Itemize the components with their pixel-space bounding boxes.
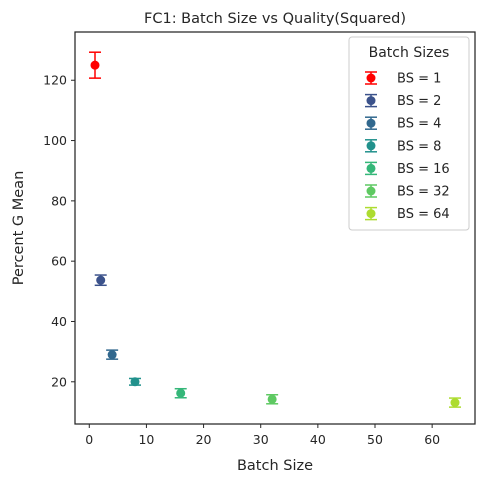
data-point bbox=[450, 398, 460, 408]
x-axis-ticks: 0 10 20 30 40 50 60 bbox=[85, 424, 440, 447]
x-tick-label: 20 bbox=[196, 432, 212, 447]
plot-marks bbox=[89, 51, 461, 408]
x-tick-label: 0 bbox=[85, 432, 93, 447]
legend-label: BS = 2 bbox=[397, 94, 441, 109]
legend: Batch Sizes BS = 1BS = 2BS = 4BS = 8BS =… bbox=[348, 36, 470, 231]
legend-marker bbox=[366, 118, 376, 128]
y-tick-label: 20 bbox=[51, 374, 67, 389]
data-point bbox=[96, 275, 106, 285]
legend-marker bbox=[366, 163, 376, 173]
legend-items: BS = 1 BS = 2 BS = 4 BS = 8 BS = 16 BS = 32 BS… bbox=[365, 71, 450, 222]
x-tick-label: 60 bbox=[424, 432, 440, 447]
x-tick-label: 10 bbox=[138, 432, 154, 447]
legend-frame bbox=[348, 36, 470, 231]
data-point bbox=[107, 350, 117, 360]
legend-label: BS = 64 bbox=[397, 207, 450, 222]
legend-marker bbox=[366, 209, 376, 219]
x-tick-label: 50 bbox=[367, 432, 383, 447]
legend-marker bbox=[366, 186, 376, 196]
x-axis-label: Batch Size bbox=[237, 458, 313, 474]
y-tick-label: 80 bbox=[51, 193, 67, 208]
y-tick-label: 40 bbox=[51, 314, 67, 329]
data-point bbox=[90, 60, 100, 70]
data-point bbox=[130, 377, 140, 387]
y-tick-label: 60 bbox=[51, 254, 67, 269]
plot-area-frame bbox=[74, 31, 476, 425]
data-point bbox=[176, 388, 186, 398]
legend-marker bbox=[366, 96, 376, 106]
legend-label: BS = 8 bbox=[397, 139, 441, 154]
legend-title: Batch Sizes bbox=[369, 45, 450, 61]
x-tick-label: 30 bbox=[253, 432, 269, 447]
legend-marker bbox=[366, 73, 376, 83]
y-axis-ticks: 20 40 60 80 100 120 bbox=[43, 73, 75, 389]
y-axis-label: Percent G Mean bbox=[11, 171, 27, 286]
legend-label: BS = 4 bbox=[397, 117, 441, 132]
legend-label: BS = 1 bbox=[397, 72, 441, 87]
y-tick-label: 120 bbox=[43, 73, 67, 88]
legend-label: BS = 16 bbox=[397, 162, 450, 177]
legend-label: BS = 32 bbox=[397, 185, 450, 200]
chart-title: FC1: Batch Size vs Quality(Squared) bbox=[144, 11, 406, 27]
y-tick-label: 100 bbox=[43, 133, 67, 148]
legend-marker bbox=[366, 141, 376, 151]
data-point bbox=[267, 394, 277, 404]
x-tick-label: 40 bbox=[310, 432, 326, 447]
